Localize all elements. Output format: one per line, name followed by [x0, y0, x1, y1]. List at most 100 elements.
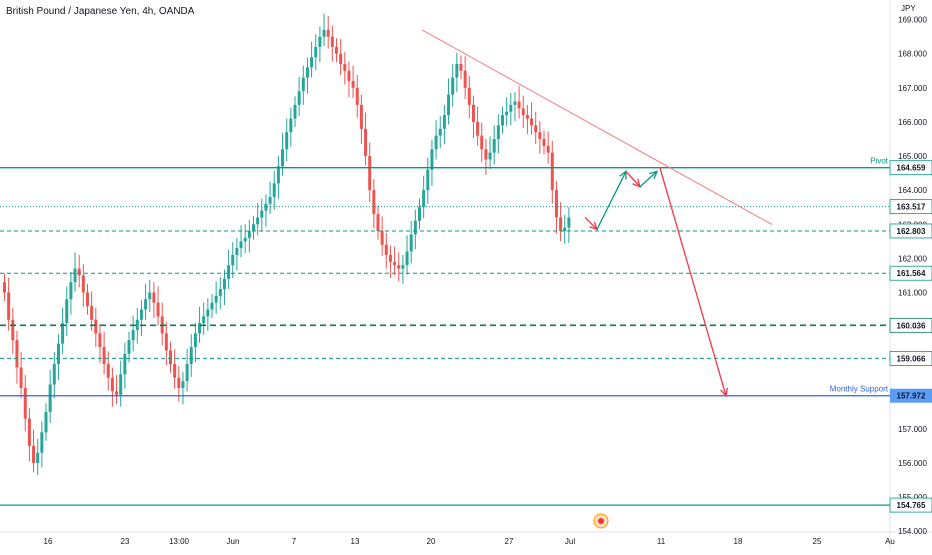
candle-body: [451, 77, 455, 95]
currency-label: JPY: [901, 4, 916, 13]
candle-body: [384, 244, 388, 255]
candle-body: [442, 115, 446, 129]
candle-body: [326, 29, 330, 37]
candle-body: [239, 241, 243, 249]
level-price-label: 160.036: [897, 321, 926, 330]
candle-body: [393, 261, 397, 266]
candle-body: [40, 432, 44, 453]
x-tick-label: 13: [351, 537, 360, 546]
candle-body: [471, 104, 475, 122]
level-price-box: [890, 388, 932, 403]
candle-body: [550, 152, 554, 191]
candle-body: [61, 323, 65, 344]
event-marker-dot: [598, 518, 604, 524]
candle-body: [36, 452, 40, 463]
candle-body: [476, 121, 480, 136]
candle-body: [44, 411, 48, 433]
candle-body: [372, 190, 376, 215]
level-price-box: [889, 497, 932, 513]
x-tick-label: 27: [505, 537, 514, 546]
candle-body: [517, 101, 521, 109]
candle-body: [322, 29, 326, 37]
descending-trendline: [421, 29, 773, 226]
candle-body: [285, 132, 289, 150]
candle-body: [185, 364, 189, 382]
candle-body: [272, 183, 276, 197]
projection-arrow-up-2-head: [649, 170, 659, 180]
y-tick-label: 154.000: [898, 527, 927, 536]
y-tick-label: 157.000: [898, 425, 927, 434]
level-price-box: [889, 351, 932, 366]
candle-body: [260, 210, 264, 218]
candle-body: [73, 268, 77, 283]
candle-body: [525, 115, 529, 119]
candle-body: [546, 145, 550, 153]
x-tick-label: Au: [885, 537, 895, 546]
projection-arrow-down-main-head: [720, 387, 728, 398]
candle-body: [193, 333, 197, 348]
candle-body: [380, 231, 384, 245]
candle-body: [330, 36, 334, 47]
candle-body: [202, 316, 206, 324]
level-price-label: 164.659: [897, 164, 926, 173]
candle-body: [335, 46, 338, 54]
candle-body: [227, 265, 231, 279]
candle-body: [542, 139, 546, 146]
candle-body: [305, 67, 309, 78]
candle-body: [56, 343, 60, 365]
x-tick-label: 25: [813, 537, 822, 546]
candle-body: [206, 309, 210, 317]
level-price-label: 161.564: [897, 269, 926, 278]
candle-body: [110, 377, 114, 392]
candle-body: [368, 156, 372, 191]
candle-body: [438, 128, 442, 136]
candle-body: [426, 169, 430, 191]
candle-body: [94, 319, 98, 334]
candle-body: [198, 323, 202, 334]
y-tick-label: 161.000: [898, 288, 927, 297]
candle-body: [23, 387, 27, 419]
candle-body: [135, 319, 139, 330]
candle-body: [538, 132, 542, 139]
candle-body: [177, 377, 181, 388]
candle-body: [235, 248, 239, 255]
projection-arrow-down-2: [625, 170, 641, 188]
candle-body: [276, 166, 280, 184]
candle-body: [492, 139, 496, 153]
candle-body: [297, 91, 301, 105]
projection-arrow-up-2: [639, 170, 658, 188]
level-price-box: [889, 223, 932, 239]
candle-body: [530, 118, 534, 126]
level-name-label: Monthly Support: [830, 385, 889, 394]
candle-body: [52, 364, 56, 385]
y-tick-label: 155.000: [898, 493, 927, 502]
candle-body: [86, 292, 89, 307]
y-tick-label: 165.000: [898, 152, 927, 161]
candle-body: [397, 265, 401, 269]
candle-body: [27, 418, 31, 446]
candle-body: [405, 251, 409, 266]
candle-body: [501, 115, 504, 126]
candle-body: [90, 306, 94, 320]
y-tick-label: 156.000: [898, 459, 927, 468]
candle-body: [310, 57, 314, 68]
candle-body: [467, 87, 471, 105]
candle-body: [210, 302, 214, 310]
candle-body: [281, 149, 285, 167]
level-price-label: 159.066: [897, 354, 926, 363]
candle-body: [496, 125, 500, 139]
candle-body: [77, 268, 81, 276]
candle-body: [343, 63, 347, 71]
x-tick-label: Jun: [227, 537, 240, 546]
candle-body: [127, 340, 131, 354]
candle-body: [11, 319, 15, 341]
candle-body: [376, 214, 380, 232]
y-tick-label: 167.000: [898, 84, 927, 93]
candle-body: [293, 104, 297, 119]
candle-body: [65, 299, 69, 324]
candle-body: [264, 203, 268, 211]
candle-body: [7, 292, 11, 320]
candle-body: [189, 347, 193, 365]
